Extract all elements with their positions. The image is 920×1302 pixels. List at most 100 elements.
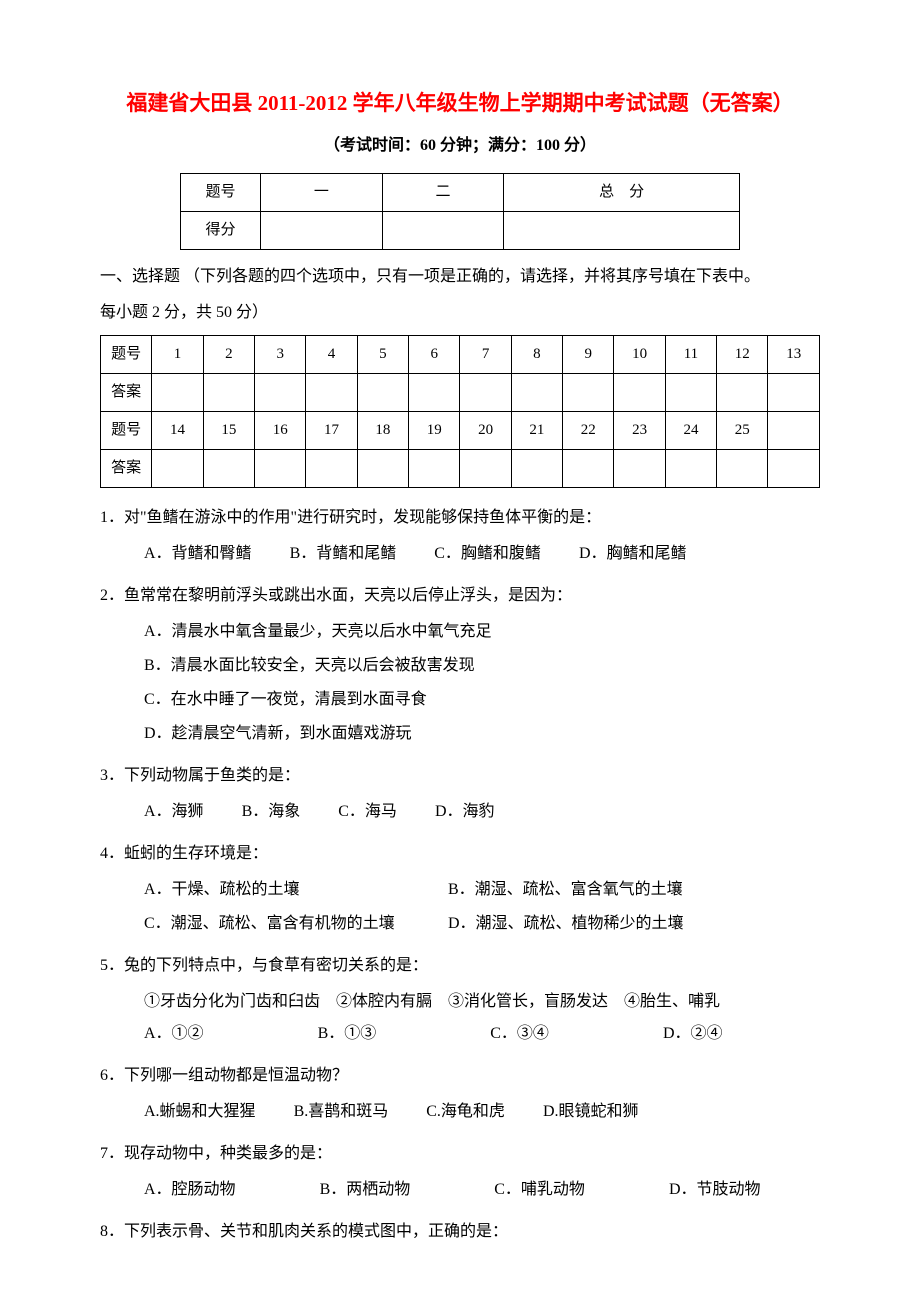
q1-opt-a: A．背鳍和臀鳍 <box>144 538 252 570</box>
answer-cell <box>409 449 460 487</box>
answer-num: 17 <box>306 411 357 449</box>
answer-num: 12 <box>717 335 768 373</box>
answer-num: 11 <box>665 335 716 373</box>
question-5-sub: ①牙齿分化为门齿和臼齿 ②体腔内有膈 ③消化管长，盲肠发达 ④胎生、哺乳 <box>144 986 820 1018</box>
score-row-label: 得分 <box>181 211 261 249</box>
exam-info: （考试时间：60 分钟；满分：100 分） <box>100 132 820 161</box>
question-5-options: A．①② B．①③ C．③④ D．②④ <box>144 1018 820 1050</box>
score-header-2: 二 <box>382 173 504 211</box>
q6-opt-c: C.海龟和虎 <box>426 1096 505 1128</box>
q5-opt-b: B．①③ <box>318 1018 377 1050</box>
answer-cell <box>306 373 357 411</box>
answer-num: 1 <box>152 335 203 373</box>
question-4-options: A．干燥、疏松的土壤 B．潮湿、疏松、富含氧气的土壤 C．潮湿、疏松、富含有机物… <box>144 874 820 940</box>
answer-cell <box>152 373 203 411</box>
answer-num: 19 <box>409 411 460 449</box>
answer-num: 15 <box>203 411 254 449</box>
answer-num: 9 <box>563 335 614 373</box>
q1-opt-b: B．背鳍和尾鳍 <box>290 538 397 570</box>
answer-cell <box>717 449 768 487</box>
q5-opt-c: C．③④ <box>490 1018 549 1050</box>
q6-opt-b: B.喜鹊和斑马 <box>294 1096 389 1128</box>
q6-opt-d: D.眼镜蛇和狮 <box>543 1096 639 1128</box>
answer-cell <box>614 449 665 487</box>
answer-num: 4 <box>306 335 357 373</box>
question-6-options: A.蜥蜴和大猩猩 B.喜鹊和斑马 C.海龟和虎 D.眼镜蛇和狮 <box>144 1096 820 1128</box>
answer-num: 2 <box>203 335 254 373</box>
score-cell-total <box>504 211 740 249</box>
q7-opt-a: A．腔肠动物 <box>144 1174 236 1206</box>
question-1: 1．对"鱼鳍在游泳中的作用"进行研究时，发现能够保持鱼体平衡的是： <box>100 502 820 534</box>
answer-num: 6 <box>409 335 460 373</box>
question-3: 3．下列动物属于鱼类的是： <box>100 760 820 792</box>
answer-cell <box>460 449 511 487</box>
answer-num: 20 <box>460 411 511 449</box>
answer-label-q2: 题号 <box>101 411 152 449</box>
answer-num: 14 <box>152 411 203 449</box>
answer-num <box>768 411 820 449</box>
answer-sheet-table: 题号 1 2 3 4 5 6 7 8 9 10 11 12 13 答案 题号 1… <box>100 335 820 488</box>
q4-opt-d: D．潮湿、疏松、植物稀少的土壤 <box>448 908 748 940</box>
answer-cell <box>511 449 562 487</box>
answer-num: 22 <box>563 411 614 449</box>
question-5: 5．兔的下列特点中，与食草有密切关系的是： <box>100 950 820 982</box>
answer-cell <box>357 373 408 411</box>
score-cell-1 <box>261 211 383 249</box>
answer-cell <box>203 449 254 487</box>
q2-opt-d: D．趁清晨空气清新，到水面嬉戏游玩 <box>144 718 820 750</box>
q3-opt-d: D．海豹 <box>435 796 495 828</box>
q4-opt-a: A．干燥、疏松的土壤 <box>144 874 444 906</box>
score-summary-table: 题号 一 二 总 分 得分 <box>180 173 740 250</box>
score-header-label: 题号 <box>181 173 261 211</box>
answer-cell <box>203 373 254 411</box>
question-1-options: A．背鳍和臀鳍 B．背鳍和尾鳍 C．胸鳍和腹鳍 D．胸鳍和尾鳍 <box>144 538 820 570</box>
answer-num: 7 <box>460 335 511 373</box>
answer-cell <box>255 373 306 411</box>
answer-num: 23 <box>614 411 665 449</box>
q3-opt-b: B．海象 <box>242 796 301 828</box>
q1-opt-c: C．胸鳍和腹鳍 <box>434 538 541 570</box>
q7-opt-d: D．节肢动物 <box>669 1174 761 1206</box>
question-6: 6．下列哪一组动物都是恒温动物？ <box>100 1060 820 1092</box>
answer-label-a1: 答案 <box>101 373 152 411</box>
answer-cell <box>255 449 306 487</box>
q3-opt-c: C．海马 <box>338 796 397 828</box>
q1-opt-d: D．胸鳍和尾鳍 <box>579 538 687 570</box>
q7-opt-b: B．两栖动物 <box>320 1174 411 1206</box>
score-header-total: 总 分 <box>504 173 740 211</box>
score-header-1: 一 <box>261 173 383 211</box>
answer-cell <box>306 449 357 487</box>
q5-opt-d: D．②④ <box>663 1018 723 1050</box>
q2-opt-a: A．清晨水中氧含量最少，天亮以后水中氧气充足 <box>144 616 820 648</box>
answer-num: 16 <box>255 411 306 449</box>
question-7: 7．现存动物中，种类最多的是： <box>100 1138 820 1170</box>
q2-opt-b: B．清晨水面比较安全，天亮以后会被敌害发现 <box>144 650 820 682</box>
answer-num: 10 <box>614 335 665 373</box>
answer-num: 25 <box>717 411 768 449</box>
question-2: 2．鱼常常在黎明前浮头或跳出水面，天亮以后停止浮头，是因为： <box>100 580 820 612</box>
q4-opt-b: B．潮湿、疏松、富含氧气的土壤 <box>448 874 748 906</box>
q4-opt-c: C．潮湿、疏松、富含有机物的土壤 <box>144 908 444 940</box>
answer-cell <box>614 373 665 411</box>
answer-cell <box>511 373 562 411</box>
q7-opt-c: C．哺乳动物 <box>494 1174 585 1206</box>
answer-num: 24 <box>665 411 716 449</box>
question-2-options: A．清晨水中氧含量最少，天亮以后水中氧气充足 B．清晨水面比较安全，天亮以后会被… <box>144 616 820 750</box>
q2-opt-c: C．在水中睡了一夜觉，清晨到水面寻食 <box>144 684 820 716</box>
answer-cell <box>768 373 820 411</box>
question-4: 4．蚯蚓的生存环境是： <box>100 838 820 870</box>
q3-opt-a: A．海狮 <box>144 796 204 828</box>
question-3-options: A．海狮 B．海象 C．海马 D．海豹 <box>144 796 820 828</box>
answer-num: 8 <box>511 335 562 373</box>
answer-num: 3 <box>255 335 306 373</box>
answer-cell <box>460 373 511 411</box>
answer-num: 21 <box>511 411 562 449</box>
answer-label-a2: 答案 <box>101 449 152 487</box>
answer-num: 13 <box>768 335 820 373</box>
q5-opt-a: A．①② <box>144 1018 204 1050</box>
section1-intro-line1: 一、选择题 （下列各题的四个选项中，只有一项是正确的，请选择，并将其序号填在下表… <box>100 262 820 292</box>
section1-intro-line2: 每小题 2 分，共 50 分） <box>100 298 820 328</box>
q6-opt-a: A.蜥蜴和大猩猩 <box>144 1096 256 1128</box>
answer-cell <box>563 449 614 487</box>
answer-cell <box>409 373 460 411</box>
